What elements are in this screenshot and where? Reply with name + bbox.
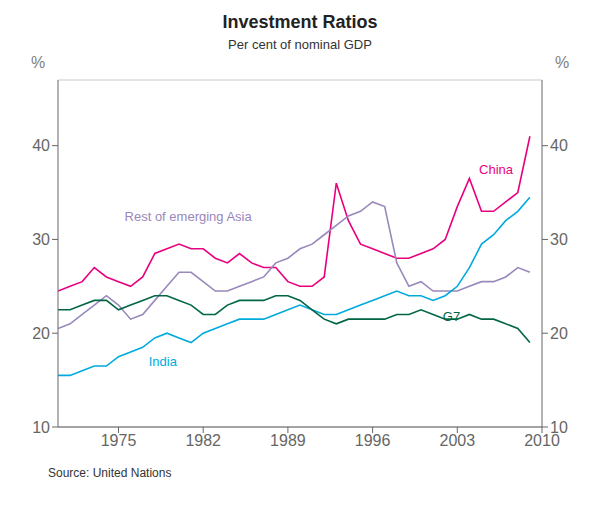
svg-text:%: % xyxy=(31,54,45,71)
svg-text:10: 10 xyxy=(550,419,568,436)
svg-text:Rest of emerging Asia: Rest of emerging Asia xyxy=(125,209,253,224)
html-text:Investment Ratios: Investment Ratios xyxy=(222,12,378,32)
svg-text:20: 20 xyxy=(550,325,568,342)
svg-text:40: 40 xyxy=(32,137,50,154)
svg-text:India: India xyxy=(149,354,178,369)
svg-text:40: 40 xyxy=(550,137,568,154)
svg-text:1989: 1989 xyxy=(270,432,306,449)
svg-text:20: 20 xyxy=(32,325,50,342)
svg-text:2003: 2003 xyxy=(440,432,476,449)
svg-text:1996: 1996 xyxy=(355,432,391,449)
svg-text:30: 30 xyxy=(32,231,50,248)
svg-text:China: China xyxy=(479,162,514,177)
svg-text:10: 10 xyxy=(32,419,50,436)
svg-text:1982: 1982 xyxy=(185,432,221,449)
svg-text:%: % xyxy=(555,54,569,71)
html-text:Per cent of nominal GDP: Per cent of nominal GDP xyxy=(228,37,372,52)
html-text:Source: United Nations: Source: United Nations xyxy=(48,466,172,480)
svg-text:1975: 1975 xyxy=(101,432,137,449)
svg-text:G7: G7 xyxy=(443,309,460,324)
svg-text:30: 30 xyxy=(550,231,568,248)
svg-text:2010: 2010 xyxy=(524,432,560,450)
